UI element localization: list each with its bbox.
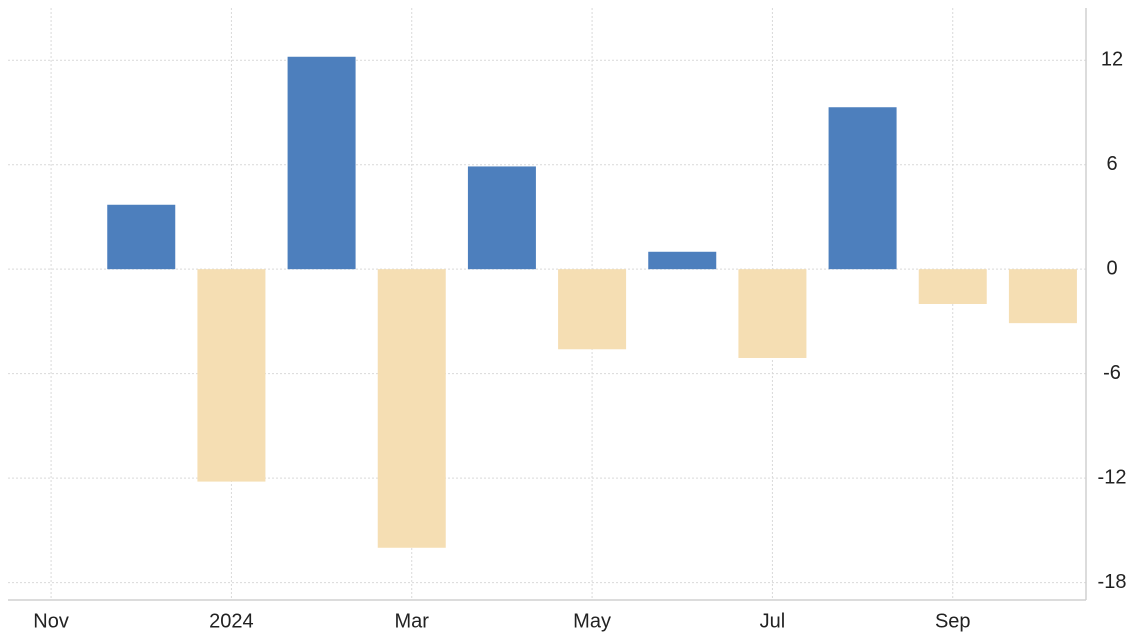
x-tick-label: Jul (760, 610, 786, 632)
bar (738, 269, 807, 358)
y-tick-label: 12 (1101, 49, 1123, 71)
x-tick-label: May (573, 610, 611, 632)
bars (107, 56, 1077, 548)
bar (107, 204, 176, 270)
bar (377, 269, 446, 548)
x-tick-label: Sep (935, 610, 971, 632)
bar (918, 269, 987, 304)
bar (197, 269, 266, 482)
bar (467, 166, 536, 270)
y-tick-label: -18 (1098, 571, 1127, 593)
bar (558, 269, 627, 350)
y-tick-label: -12 (1098, 466, 1127, 488)
bar (828, 107, 897, 270)
y-tick-label: 6 (1106, 153, 1117, 175)
bar (287, 56, 356, 270)
y-tick-label: -6 (1103, 362, 1121, 384)
bar (648, 251, 717, 270)
x-tick-label: Mar (395, 610, 430, 632)
x-tick-label: 2024 (209, 610, 254, 632)
bar (1008, 269, 1077, 324)
x-tick-label: Nov (33, 610, 69, 632)
labels: -18 -12 -6 0 6 12 Nov 2024 Mar May Jul Sep (33, 49, 1126, 633)
y-tick-label: 0 (1106, 257, 1117, 279)
